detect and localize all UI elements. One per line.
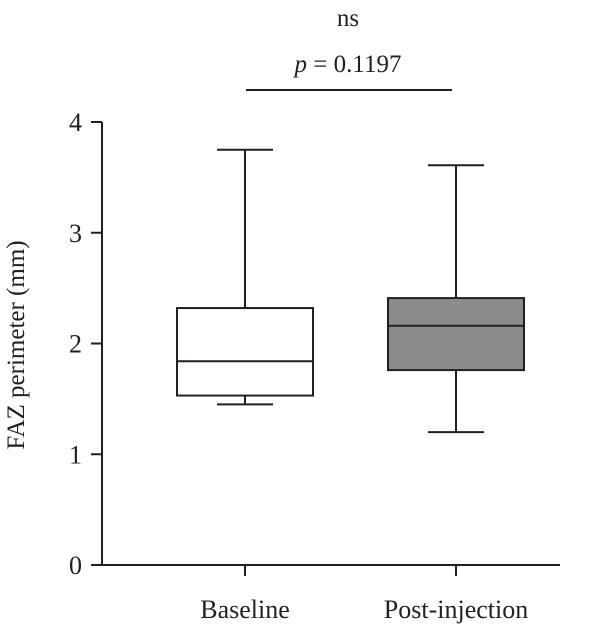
y-tick-label: 3 [69, 219, 82, 248]
boxes [176, 148, 525, 434]
y-tick-label: 4 [69, 108, 82, 137]
iqr-box [176, 307, 314, 397]
y-tick-label: 2 [69, 330, 82, 359]
p-value-label: p = 0.1197 [293, 51, 402, 78]
x-category-label: Post-injection [384, 595, 528, 624]
p-value-text: = 0.1197 [307, 51, 401, 78]
significance-label: ns [337, 5, 359, 32]
box-baseline [176, 148, 314, 406]
p-symbol: p [293, 51, 308, 78]
axes: 0 1 2 3 4 Baseline Post-injection [69, 108, 560, 624]
y-tick-label: 0 [69, 551, 82, 580]
significance-annotation: ns p = 0.1197 [246, 5, 452, 91]
x-category-label: Baseline [200, 595, 290, 624]
iqr-box [387, 297, 525, 372]
box-post-injection [387, 164, 525, 434]
y-axis-label: FAZ perimeter (mm) [3, 240, 30, 449]
y-tick-label: 1 [69, 440, 82, 469]
